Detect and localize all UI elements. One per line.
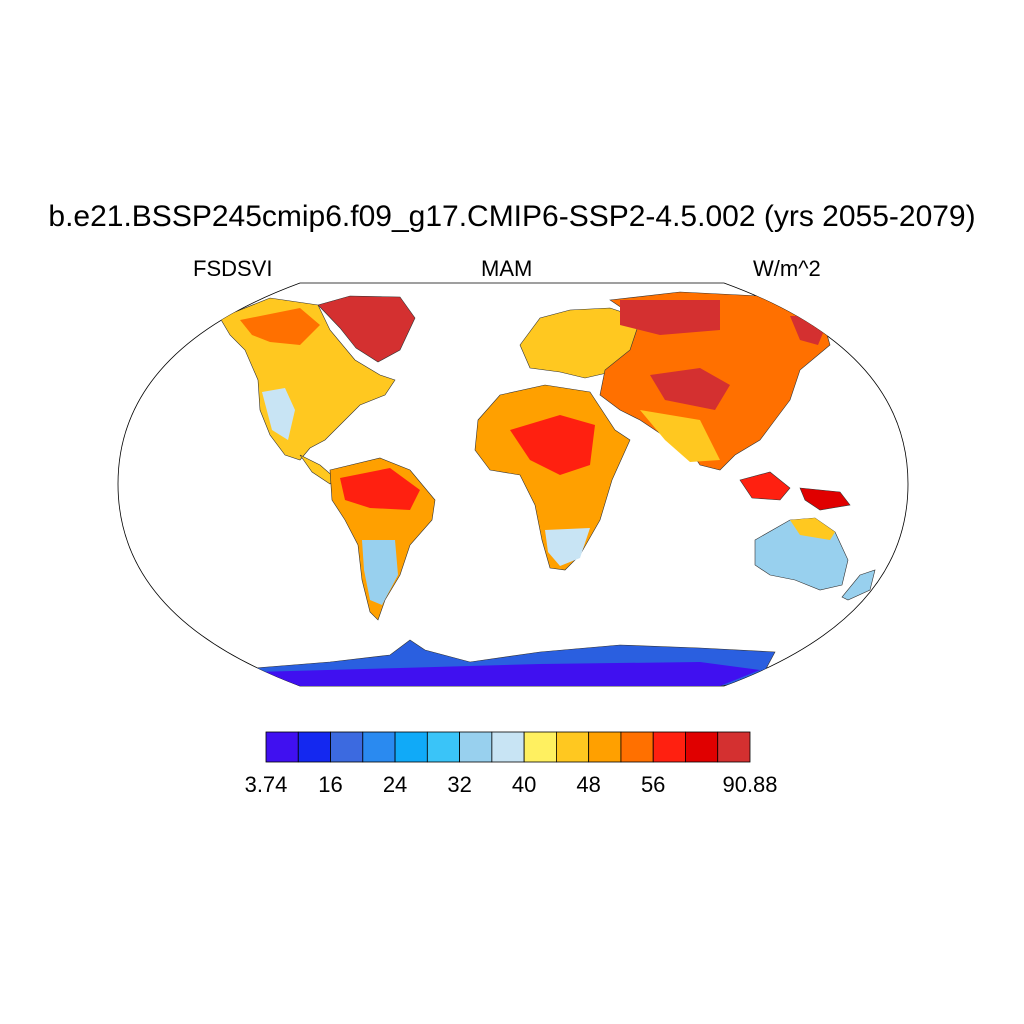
greenland <box>317 295 416 363</box>
colorbar-swatch <box>394 731 428 763</box>
colorbar-swatch <box>265 731 299 763</box>
colorbar-swatch <box>459 731 493 763</box>
colorbar-swatch <box>717 731 751 763</box>
colorbar-swatch <box>556 731 590 763</box>
colorbar-swatch <box>620 731 654 763</box>
colorbar-swatch <box>362 731 396 763</box>
colorbar-swatch <box>652 731 686 763</box>
colorbar-swatch <box>426 731 461 763</box>
colorbar-swatch <box>685 731 719 763</box>
colorbar-tick-label: 56 <box>640 772 666 797</box>
variable-label: FSDSVI <box>193 256 273 281</box>
colorbar-tick-label: 16 <box>318 772 343 797</box>
colorbar-swatch <box>297 731 331 763</box>
colorbar-tick-label: 90.88 <box>722 772 778 797</box>
colorbar-tick-label: 32 <box>447 772 472 797</box>
indonesia <box>739 471 791 501</box>
season-label: MAM <box>481 256 533 281</box>
colorbar-tick-label: 40 <box>511 772 537 797</box>
colorbar-tick-label: 3.74 <box>244 772 288 797</box>
colorbar-swatch <box>330 731 364 763</box>
new-zealand <box>841 569 876 601</box>
units-label: W/m^2 <box>753 256 821 281</box>
colorbar-swatch <box>588 731 622 763</box>
colorbar-tick-label: 48 <box>576 772 601 797</box>
colorbar-tick-label: 24 <box>382 772 408 797</box>
plot-title: b.e21.BSSP245cmip6.f09_g17.CMIP6-SSP2-4.… <box>48 200 976 233</box>
colorbar-swatch <box>491 731 525 763</box>
colorbar-swatch <box>523 731 557 763</box>
